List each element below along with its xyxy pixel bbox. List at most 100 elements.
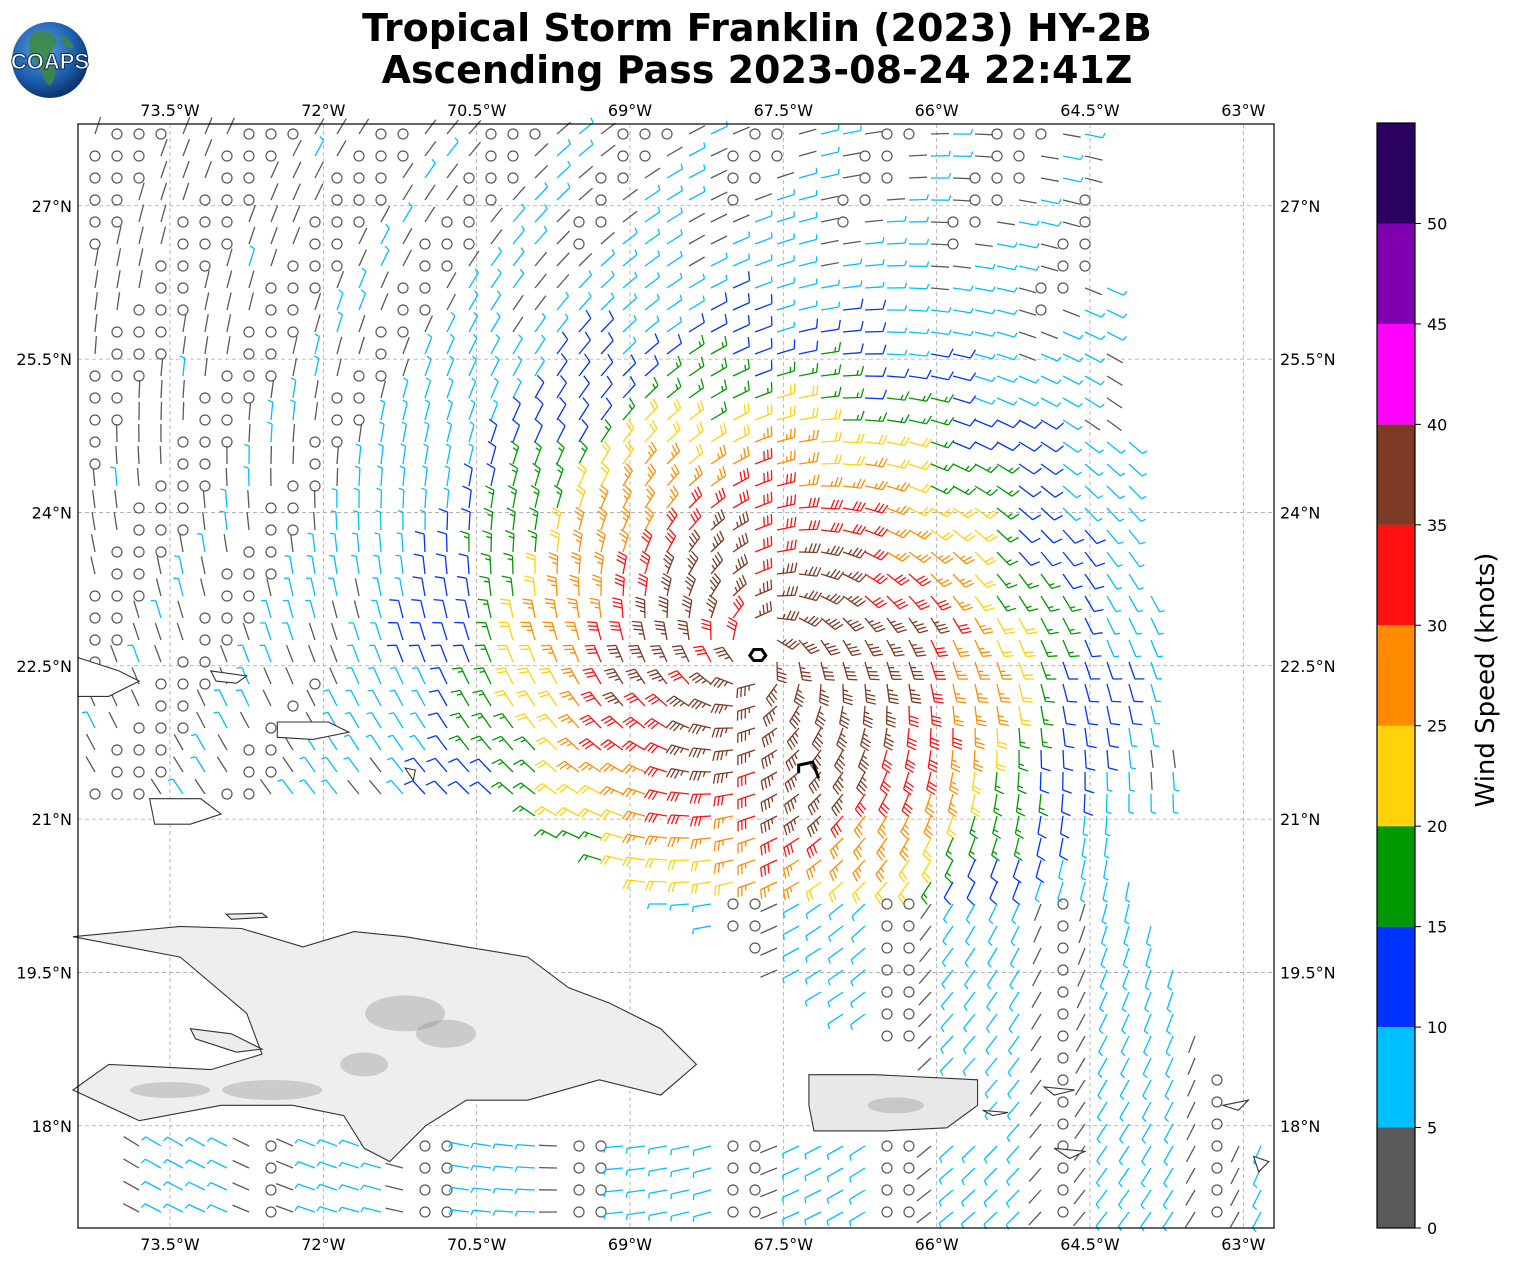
barb-feather [1087, 745, 1097, 749]
wind-barb [578, 418, 589, 443]
barb-shaft [173, 733, 184, 751]
barb-shaft [478, 735, 492, 751]
barb-shaft [754, 412, 773, 421]
wind-barb [179, 355, 186, 377]
barb-feather [1012, 443, 1021, 451]
barb-half-feather [517, 356, 523, 361]
wind-barb [776, 383, 796, 399]
barb-feather [651, 768, 659, 777]
barb-shaft [842, 352, 861, 355]
barb-half-feather [926, 261, 930, 267]
barb-shaft [512, 316, 524, 333]
barb-half-feather [744, 364, 747, 371]
barb-feather [515, 690, 526, 694]
barb-feather [668, 528, 677, 537]
barb-feather [622, 879, 628, 889]
wind-barb [490, 334, 501, 355]
barb-feather [584, 353, 591, 363]
calm-barb [1079, 238, 1091, 250]
barb-half-feather [900, 417, 904, 423]
wind-barb [644, 315, 660, 333]
wind-barb [402, 249, 412, 267]
barb-feather [717, 863, 721, 873]
barb-feather [947, 416, 955, 426]
barb-shaft [137, 445, 140, 465]
barb-half-feather [190, 733, 197, 737]
barb-half-feather [1119, 518, 1125, 522]
barb-half-feather [235, 689, 242, 692]
wind-barb [557, 714, 580, 729]
barb-shaft [737, 837, 756, 845]
barb-half-feather [975, 737, 981, 741]
barb-shaft [424, 402, 431, 421]
barb-feather [621, 810, 629, 820]
barb-feather [747, 315, 751, 325]
barb-feather [651, 648, 662, 651]
calm-barb [177, 436, 189, 448]
calm-barb [89, 194, 101, 206]
barb-shaft [1018, 353, 1037, 362]
barb-feather [785, 762, 791, 772]
barb-shaft [1128, 595, 1139, 613]
barb-shaft [754, 610, 772, 619]
barb-half-feather [1078, 402, 1083, 408]
barb-feather [963, 532, 973, 540]
wind-barb [534, 295, 547, 311]
barb-feather [986, 510, 995, 517]
barb-feather [571, 551, 581, 557]
wind-barb [829, 859, 844, 882]
barb-feather [1091, 655, 1102, 658]
barb-half-feather [402, 399, 408, 404]
barb-shaft [304, 756, 316, 773]
wind-barb [820, 195, 839, 201]
barb-shaft [1062, 529, 1076, 544]
barb-shaft [644, 189, 661, 201]
barb-shaft [446, 315, 456, 333]
barb-half-feather [1007, 513, 1013, 518]
barb-half-feather [355, 443, 362, 447]
barb-shaft [930, 551, 946, 564]
wind-barb [612, 597, 624, 619]
barb-feather [713, 646, 723, 651]
barb-feather [789, 738, 796, 748]
wind-barb [798, 590, 823, 602]
wind-barb [712, 749, 734, 762]
wind-barb [515, 690, 536, 707]
wind-barb [732, 574, 747, 597]
barb-shaft [204, 270, 210, 289]
barb-shaft [930, 132, 950, 135]
wind-barb [974, 573, 996, 589]
barb-shaft [644, 513, 655, 531]
wind-barb [468, 141, 481, 157]
barb-feather [688, 747, 694, 757]
wind-barb [313, 355, 320, 377]
barb-feather [964, 509, 973, 517]
wind-barb [974, 551, 997, 566]
wind-barb [622, 314, 637, 333]
barb-feather [1022, 696, 1032, 700]
barb-feather [1044, 723, 1054, 726]
wind-barb [776, 516, 797, 531]
barb-shaft [898, 859, 910, 876]
barb-half-feather [1159, 610, 1165, 613]
barb-shaft [886, 198, 906, 201]
barb-shaft [666, 190, 683, 201]
barb-feather [608, 674, 618, 679]
barb-feather [533, 440, 542, 448]
barb-feather [967, 876, 976, 884]
barb-half-feather [497, 784, 503, 789]
barb-feather [743, 469, 746, 480]
wind-barb [644, 420, 658, 443]
barb-feather [435, 553, 446, 557]
wind-barb [323, 689, 338, 707]
wind-barb [512, 294, 524, 311]
wind-barb [974, 441, 999, 451]
barb-feather [947, 393, 955, 403]
wind-barb [411, 689, 426, 707]
barb-feather [482, 530, 492, 535]
barb-shaft [328, 689, 338, 707]
wind-barb [952, 683, 967, 704]
wind-barb [710, 530, 725, 553]
barb-feather [930, 737, 940, 743]
barb-feather [561, 693, 571, 699]
